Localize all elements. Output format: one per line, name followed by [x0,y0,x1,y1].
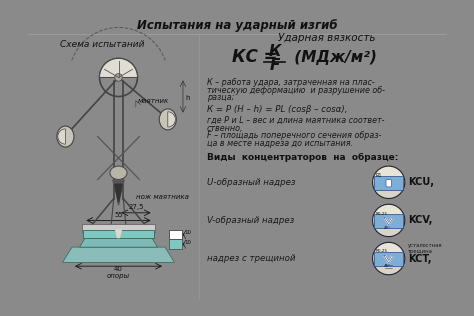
Polygon shape [80,238,157,247]
Text: R1: R1 [375,173,382,178]
Polygon shape [116,230,121,238]
Text: где Р и L – вес и длина маятника соответ-: где Р и L – вес и длина маятника соответ… [207,116,384,125]
FancyBboxPatch shape [386,179,392,187]
Text: К = Р (Н – h) = РL (cosβ – cosα),: К = Р (Н – h) = РL (cosβ – cosα), [207,105,347,114]
Text: 27,5: 27,5 [128,204,144,210]
Text: тическую деформацию  и разрушение об-: тическую деформацию и разрушение об- [207,86,385,95]
Text: К – работа удара, затраченная на плас-: К – работа удара, затраченная на плас- [207,78,374,87]
Bar [374,214,403,228]
Text: усталостная: усталостная [408,243,442,248]
Text: трещина: трещина [408,249,432,254]
Circle shape [115,74,122,81]
Bar [374,176,403,190]
Bar [374,252,403,266]
Polygon shape [113,180,124,205]
Text: (МДж/м²): (МДж/м²) [289,50,377,65]
Wedge shape [58,129,65,144]
Polygon shape [373,182,405,198]
Text: ца в месте надреза до испытания.: ца в месте надреза до испытания. [207,139,353,148]
Ellipse shape [110,166,127,179]
Polygon shape [63,247,174,262]
Ellipse shape [159,109,176,130]
Wedge shape [168,112,175,127]
Polygon shape [373,166,405,182]
Text: KCV,: KCV, [408,216,432,225]
Text: маятник: маятник [137,98,169,104]
Text: F – площадь поперечного сечения образ-: F – площадь поперечного сечения образ- [207,131,381,140]
Text: F: F [270,58,280,73]
Text: R0,25: R0,25 [375,249,387,253]
Text: KCT,: KCT, [408,253,431,264]
Bar [374,176,403,190]
Text: ственно,: ственно, [207,124,243,133]
Polygon shape [83,230,154,238]
Polygon shape [115,184,122,202]
Text: R0,25: R0,25 [375,212,387,216]
Text: разца;: разца; [207,93,234,102]
Bar [374,214,403,228]
Text: КС =: КС = [232,48,278,66]
Text: Виды  концентраторов  на  образце:: Виды концентраторов на образце: [207,153,398,162]
Text: U-образный надрез: U-образный надрез [207,178,295,187]
Text: 55: 55 [114,212,123,218]
Polygon shape [373,221,405,237]
Text: К: К [269,45,281,59]
Text: опоры: опоры [107,273,130,279]
Bar [374,252,403,266]
Text: 10: 10 [184,240,191,245]
Text: 40: 40 [114,266,123,272]
Text: h: h [186,95,190,101]
Polygon shape [169,240,182,249]
Text: 10: 10 [184,230,191,235]
Polygon shape [373,242,405,258]
Text: Ударная вязкость: Ударная вязкость [278,33,376,43]
Polygon shape [82,224,155,232]
Polygon shape [373,204,405,221]
Polygon shape [169,230,182,240]
Polygon shape [384,218,393,225]
Polygon shape [373,258,405,275]
Text: Испытания на ударный изгиб: Испытания на ударный изгиб [137,20,337,33]
Text: 45°: 45° [384,226,391,230]
Text: нож маятника: нож маятника [136,193,189,199]
Text: V-образный надрез: V-образный надрез [207,216,294,225]
Polygon shape [100,58,137,77]
Ellipse shape [57,126,74,147]
Text: надрез с трещиной: надрез с трещиной [207,254,295,263]
Text: 45°: 45° [384,264,391,268]
Text: KCU,: KCU, [408,177,434,187]
Polygon shape [384,256,393,263]
Text: Схема испытаний: Схема испытаний [60,40,145,49]
